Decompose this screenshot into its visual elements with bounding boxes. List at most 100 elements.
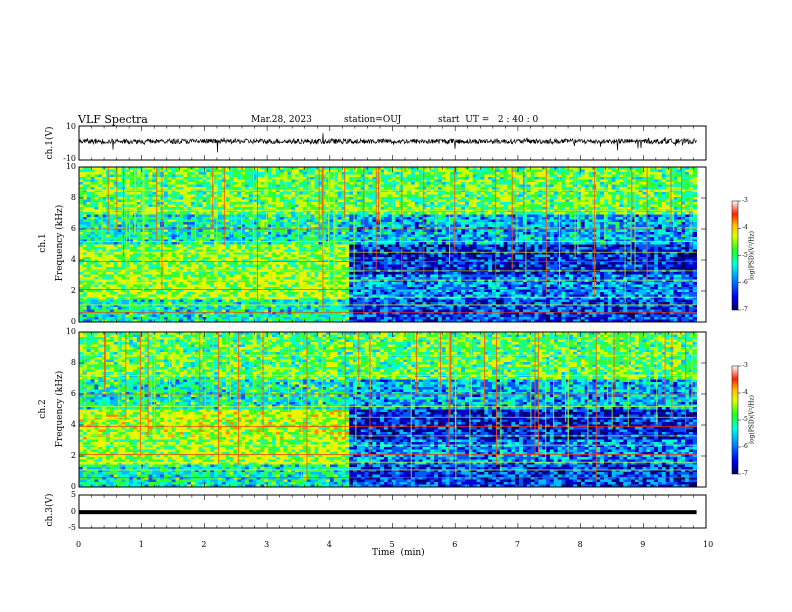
spectrogram-cell: [341, 225, 345, 228]
spectrogram-cell: [284, 235, 288, 238]
spectrogram-cell: [125, 225, 129, 228]
spectrogram-cell: [311, 212, 315, 215]
spectrogram-cell: [87, 222, 91, 225]
spectrogram-cell: [388, 180, 392, 183]
spectrogram-cell: [461, 212, 465, 215]
spectrogram-cell: [384, 237, 388, 240]
spectrogram-cell: [450, 217, 454, 220]
spectrogram-cell: [392, 200, 396, 203]
spectrogram-cell: [206, 215, 210, 218]
spectrogram-cell: [369, 222, 373, 225]
spectrogram-cell: [303, 217, 307, 220]
spectrogram-cell: [133, 222, 137, 225]
spectrogram-cell: [183, 182, 187, 185]
spectrogram-cell: [187, 172, 191, 175]
spectrogram-cell: [179, 227, 183, 230]
spectrogram-cell: [480, 195, 484, 198]
spectrogram-cell: [442, 197, 446, 200]
spectrogram-cell: [534, 195, 538, 198]
spectrogram-cell: [365, 197, 369, 200]
spectrogram-cell: [643, 172, 647, 175]
spectrogram-cell: [365, 225, 369, 228]
spectrogram-cell: [616, 210, 620, 213]
spectrogram-cell: [280, 232, 284, 235]
spectrogram-cell: [214, 212, 218, 215]
spectrogram-cell: [299, 217, 303, 220]
spectrogram-cell: [114, 192, 118, 195]
spectrogram-cell: [114, 237, 118, 240]
spectrogram-cell: [534, 215, 538, 218]
spectrogram-cell: [245, 212, 249, 215]
spectrogram-cell: [519, 187, 523, 190]
spectrogram-cell: [87, 232, 91, 235]
spectrogram-cell: [461, 185, 465, 188]
spectrogram-cell: [453, 217, 457, 220]
spectrogram-cell: [504, 242, 508, 245]
spectrogram-cell: [488, 212, 492, 215]
spectrogram-cell: [662, 177, 666, 180]
spectrogram-cell: [538, 220, 542, 223]
spectrogram-cell: [110, 197, 114, 200]
spectrogram-cell: [345, 175, 349, 178]
spectrogram-cell: [527, 195, 531, 198]
spectrogram-cell: [280, 235, 284, 238]
spectrogram-cell: [272, 230, 276, 233]
spectrogram-cell: [287, 230, 291, 233]
spectrogram-cell: [203, 180, 207, 183]
spectrogram-cell: [569, 212, 573, 215]
spectrogram-cell: [469, 182, 473, 185]
spectrogram-cell: [233, 230, 237, 233]
spectrogram-cell: [585, 242, 589, 245]
spectrogram-cell: [542, 222, 546, 225]
spectrogram-cell: [349, 235, 353, 238]
spectrogram-cell: [148, 232, 152, 235]
spectrogram-cell: [125, 210, 129, 213]
spectrogram-cell: [110, 185, 114, 188]
spectrogram-cell: [230, 240, 234, 243]
spectrogram-cell: [272, 220, 276, 223]
spectrogram-cell: [172, 237, 176, 240]
spectrogram-cell: [203, 207, 207, 210]
spectrogram-cell: [589, 180, 593, 183]
spectrogram-cell: [654, 217, 658, 220]
spectrogram-cell: [407, 200, 411, 203]
spectrogram-cell: [291, 210, 295, 213]
spectrogram-cell: [461, 222, 465, 225]
spectrogram-cell: [581, 180, 585, 183]
spectrogram-cell: [357, 225, 361, 228]
spectrogram-cell: [187, 182, 191, 185]
spectrogram-cell: [639, 225, 643, 228]
spectrogram-cell: [168, 202, 172, 205]
spectrogram-cell: [438, 237, 442, 240]
spectrogram-cell: [411, 197, 415, 200]
spectrogram-cell: [392, 182, 396, 185]
spectrogram-cell: [496, 220, 500, 223]
spectrogram-cell: [369, 232, 373, 235]
spectrogram-cell: [291, 197, 295, 200]
spectrogram-cell: [168, 227, 172, 230]
spectrogram-cell: [287, 235, 291, 238]
spectrogram-cell: [338, 177, 342, 180]
spectrogram-cell: [643, 237, 647, 240]
spectrogram-cell: [596, 172, 600, 175]
spectrogram-cell: [619, 220, 623, 223]
spectrogram-cell: [314, 215, 318, 218]
spectrogram-cell: [477, 202, 481, 205]
spectrogram-cell: [589, 210, 593, 213]
spectrogram-cell: [461, 175, 465, 178]
spectrogram-cell: [388, 172, 392, 175]
spectrogram-cell: [426, 207, 430, 210]
spectrogram-cell: [314, 200, 318, 203]
spectrogram-cell: [260, 217, 264, 220]
spectrogram-cell: [415, 202, 419, 205]
spectrogram-cell: [110, 177, 114, 180]
spectrogram-cell: [83, 175, 87, 178]
spectrogram-cell: [303, 200, 307, 203]
spectrogram-cell: [396, 212, 400, 215]
spectrogram-cell: [106, 232, 110, 235]
spectrogram-cell: [527, 185, 531, 188]
spectrogram-cell: [94, 217, 98, 220]
spectrogram-cell: [191, 232, 195, 235]
spectrogram-cell: [500, 235, 504, 238]
spectrogram-cell: [534, 207, 538, 210]
